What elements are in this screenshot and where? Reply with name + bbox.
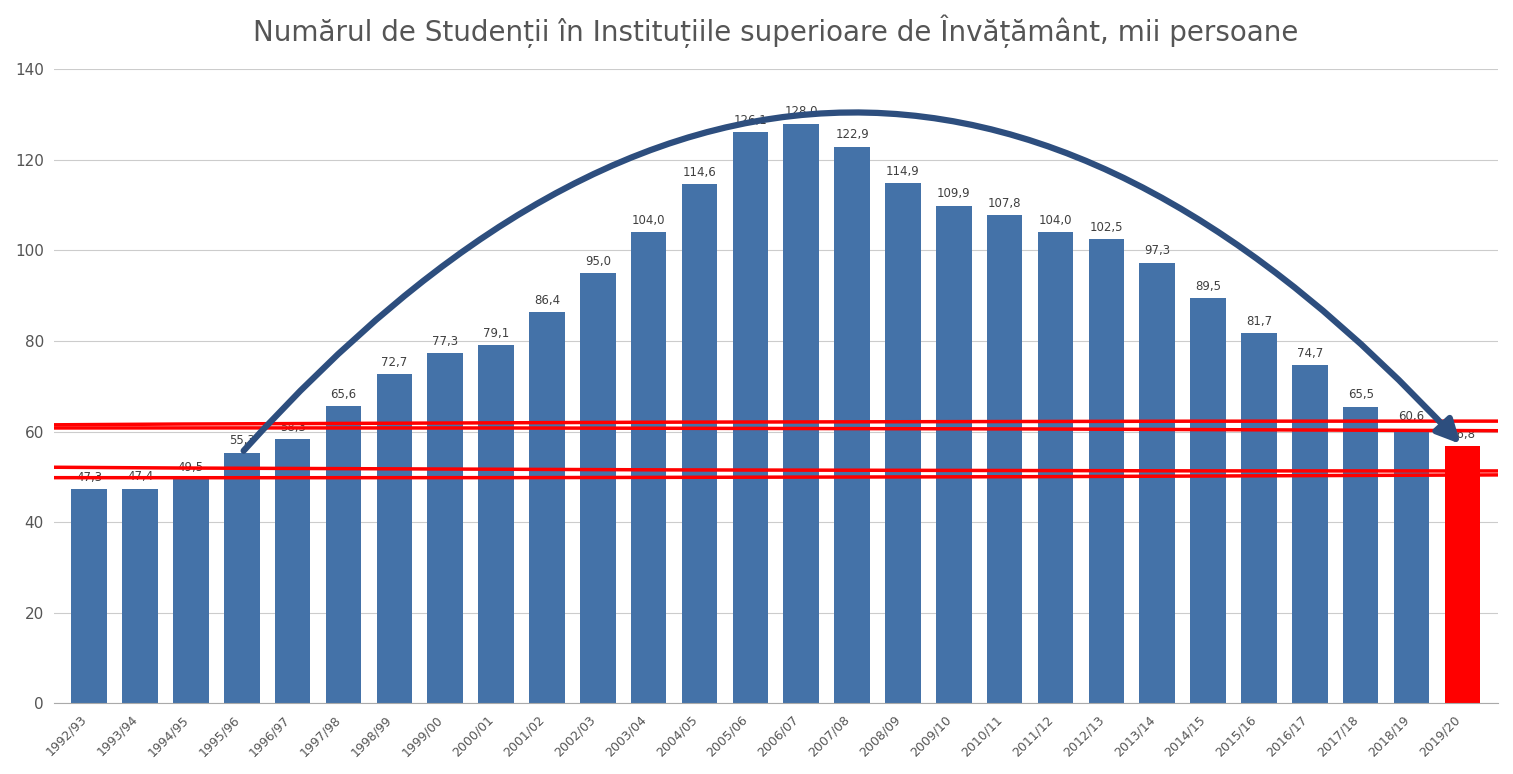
Text: 114,9: 114,9 bbox=[887, 165, 920, 177]
Text: 102,5: 102,5 bbox=[1089, 221, 1123, 234]
Text: 97,3: 97,3 bbox=[1144, 245, 1171, 257]
Text: 47,4: 47,4 bbox=[127, 470, 153, 483]
Bar bbox=[172, 479, 209, 704]
Text: 65,6: 65,6 bbox=[330, 388, 357, 401]
Bar bbox=[885, 183, 921, 704]
Bar bbox=[1038, 232, 1073, 704]
Bar bbox=[1191, 298, 1226, 704]
Bar bbox=[123, 488, 157, 704]
Bar bbox=[631, 232, 666, 704]
Text: 55,3: 55,3 bbox=[228, 434, 254, 447]
Bar bbox=[1139, 262, 1176, 704]
Bar bbox=[530, 312, 564, 704]
Bar bbox=[478, 345, 514, 704]
Bar bbox=[325, 406, 362, 704]
Text: 72,7: 72,7 bbox=[381, 355, 407, 368]
Title: Numărul de Studenții în Instituțiile superioare de Învățământ, mii persoane: Numărul de Studenții în Instituțiile sup… bbox=[253, 15, 1298, 49]
Text: 77,3: 77,3 bbox=[433, 335, 458, 348]
Bar bbox=[732, 132, 769, 704]
Text: 104,0: 104,0 bbox=[1039, 214, 1073, 227]
Text: 122,9: 122,9 bbox=[835, 128, 868, 142]
Bar bbox=[1292, 365, 1327, 704]
Bar bbox=[682, 184, 717, 704]
Bar bbox=[1445, 446, 1480, 704]
Text: 104,0: 104,0 bbox=[632, 214, 666, 227]
Bar bbox=[579, 273, 616, 704]
Bar bbox=[377, 374, 412, 704]
Bar bbox=[986, 215, 1023, 704]
Text: 95,0: 95,0 bbox=[586, 255, 611, 268]
Bar bbox=[224, 453, 260, 704]
Bar bbox=[1241, 334, 1277, 704]
Text: 107,8: 107,8 bbox=[988, 197, 1021, 210]
Text: 74,7: 74,7 bbox=[1297, 347, 1322, 360]
Bar bbox=[1088, 239, 1124, 704]
Bar bbox=[937, 206, 971, 704]
Bar bbox=[71, 489, 107, 704]
Text: 128,0: 128,0 bbox=[784, 105, 819, 118]
Text: 65,5: 65,5 bbox=[1348, 389, 1374, 401]
Text: 49,5: 49,5 bbox=[179, 461, 204, 474]
Text: 114,6: 114,6 bbox=[682, 166, 716, 179]
Text: 126,1: 126,1 bbox=[734, 114, 767, 127]
Text: 79,1: 79,1 bbox=[483, 327, 510, 340]
Bar bbox=[1393, 429, 1430, 704]
Bar bbox=[834, 147, 870, 704]
Text: 47,3: 47,3 bbox=[76, 471, 103, 484]
Text: 56,8: 56,8 bbox=[1449, 427, 1475, 440]
Text: 60,6: 60,6 bbox=[1398, 410, 1425, 423]
Text: 89,5: 89,5 bbox=[1195, 279, 1221, 293]
Bar bbox=[275, 439, 310, 704]
Text: 86,4: 86,4 bbox=[534, 293, 560, 307]
Bar bbox=[784, 124, 819, 704]
Bar bbox=[427, 353, 463, 704]
Text: 58,3: 58,3 bbox=[280, 421, 306, 433]
Text: 109,9: 109,9 bbox=[937, 187, 971, 200]
Bar bbox=[1344, 406, 1378, 704]
Text: 81,7: 81,7 bbox=[1245, 315, 1272, 328]
